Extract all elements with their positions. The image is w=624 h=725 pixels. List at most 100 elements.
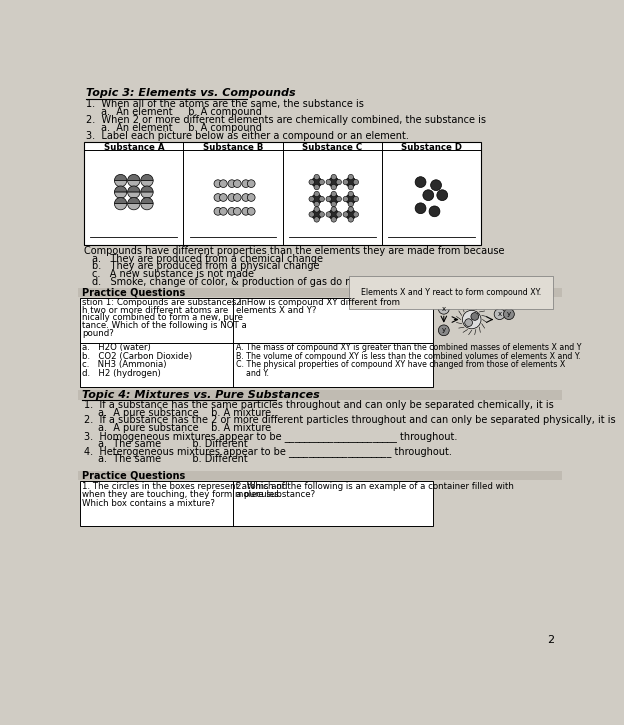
- Circle shape: [214, 194, 222, 202]
- Text: a.  The same          b. Different: a. The same b. Different: [98, 454, 248, 464]
- Circle shape: [326, 196, 331, 202]
- Text: a pure substance?: a pure substance?: [236, 490, 315, 500]
- Wedge shape: [127, 204, 140, 210]
- Circle shape: [311, 194, 322, 204]
- Wedge shape: [141, 192, 153, 198]
- Text: Compounds have different properties than the elements they are made from because: Compounds have different properties than…: [84, 246, 505, 256]
- Text: d.   Smoke, change of color, & production of gas do not occur during the process: d. Smoke, change of color, & production …: [92, 277, 485, 287]
- Circle shape: [331, 217, 336, 222]
- Circle shape: [331, 184, 336, 190]
- Text: 3.  Label each picture below as either a compound or an element.: 3. Label each picture below as either a …: [85, 131, 409, 141]
- Circle shape: [329, 194, 339, 204]
- Text: B. The volume of compound XY is less than the combined volumes of elements X and: B. The volume of compound XY is less tha…: [236, 352, 580, 361]
- Text: Practice Questions: Practice Questions: [82, 288, 185, 298]
- Circle shape: [346, 194, 356, 204]
- Text: x: x: [442, 306, 446, 312]
- Circle shape: [348, 202, 354, 207]
- Wedge shape: [114, 175, 127, 181]
- Text: 2.  When 2 or more different elements are chemically combined, the substance is: 2. When 2 or more different elements are…: [85, 115, 485, 125]
- Text: a.  An element     b. A compound: a. An element b. A compound: [101, 123, 262, 133]
- Circle shape: [242, 194, 250, 202]
- Circle shape: [311, 210, 322, 220]
- Circle shape: [336, 179, 341, 185]
- Text: x: x: [497, 311, 502, 317]
- Wedge shape: [114, 204, 127, 210]
- Circle shape: [319, 179, 324, 185]
- Circle shape: [319, 196, 324, 202]
- Text: 3.  Homogeneous mixtures appear to be _______________________ throughout.: 3. Homogeneous mixtures appear to be ___…: [84, 431, 457, 442]
- Text: Substance C: Substance C: [302, 143, 363, 152]
- Wedge shape: [141, 181, 153, 187]
- Circle shape: [415, 177, 426, 188]
- Text: Substance A: Substance A: [104, 143, 164, 152]
- Text: 1. The circles in the boxes represent atoms and: 1. The circles in the boxes represent at…: [82, 482, 288, 491]
- Circle shape: [343, 179, 348, 185]
- FancyBboxPatch shape: [79, 298, 433, 343]
- Text: stion 1: Compounds are substances in: stion 1: Compounds are substances in: [82, 298, 247, 307]
- Circle shape: [429, 206, 440, 217]
- Text: Substance D: Substance D: [401, 143, 462, 152]
- FancyBboxPatch shape: [79, 343, 433, 387]
- Circle shape: [228, 180, 236, 188]
- Circle shape: [247, 207, 255, 215]
- Circle shape: [228, 207, 236, 215]
- Circle shape: [309, 212, 314, 217]
- Circle shape: [309, 196, 314, 202]
- Wedge shape: [114, 192, 127, 198]
- Circle shape: [247, 180, 255, 188]
- Circle shape: [233, 194, 241, 202]
- Text: 2: 2: [547, 635, 554, 645]
- Circle shape: [471, 312, 479, 320]
- Circle shape: [439, 325, 449, 336]
- Circle shape: [504, 309, 514, 320]
- Text: a.   H2O (water): a. H2O (water): [82, 344, 150, 352]
- Circle shape: [220, 194, 227, 202]
- Text: 2. How is compound XY different from: 2. How is compound XY different from: [236, 298, 400, 307]
- Circle shape: [336, 212, 341, 217]
- Wedge shape: [141, 204, 153, 210]
- Circle shape: [247, 194, 255, 202]
- Circle shape: [314, 207, 319, 212]
- Text: Topic 4: Mixtures vs. Pure Substances: Topic 4: Mixtures vs. Pure Substances: [82, 390, 319, 400]
- Text: y: y: [442, 327, 446, 334]
- Circle shape: [242, 180, 250, 188]
- Text: 4.  Heterogeneous mixtures appear to be _____________________ throughout.: 4. Heterogeneous mixtures appear to be _…: [84, 447, 452, 457]
- Circle shape: [228, 194, 236, 202]
- Text: when they are touching, they form molecules.: when they are touching, they form molecu…: [82, 490, 281, 500]
- Text: C. The physical properties of compound XY have changed from those of elements X: C. The physical properties of compound X…: [236, 360, 565, 369]
- Circle shape: [311, 177, 322, 187]
- Text: tance. Which of the following is NOT a: tance. Which of the following is NOT a: [82, 321, 246, 330]
- Text: 2. Which of the following is an example of a container filled with: 2. Which of the following is an example …: [236, 482, 514, 491]
- Text: b.   CO2 (Carbon Dioxide): b. CO2 (Carbon Dioxide): [82, 352, 192, 361]
- Wedge shape: [127, 197, 140, 204]
- Wedge shape: [114, 181, 127, 187]
- Text: a.  A pure substance    b. A mixture: a. A pure substance b. A mixture: [98, 407, 271, 418]
- Circle shape: [348, 191, 354, 196]
- Wedge shape: [127, 181, 140, 187]
- Circle shape: [348, 207, 354, 212]
- Circle shape: [465, 319, 472, 326]
- Text: and Y.: and Y.: [236, 369, 269, 378]
- Circle shape: [309, 179, 314, 185]
- Circle shape: [319, 212, 324, 217]
- Text: c.   A new substance is not made: c. A new substance is not made: [92, 269, 254, 279]
- Circle shape: [331, 191, 336, 196]
- Text: Which box contains a mixture?: Which box contains a mixture?: [82, 499, 215, 508]
- Circle shape: [437, 190, 447, 201]
- Circle shape: [331, 202, 336, 207]
- Circle shape: [348, 175, 354, 180]
- Circle shape: [220, 207, 227, 215]
- Text: y: y: [507, 311, 511, 317]
- Text: a.  An element     b. A compound: a. An element b. A compound: [101, 107, 262, 117]
- FancyBboxPatch shape: [79, 481, 433, 526]
- Circle shape: [348, 217, 354, 222]
- Wedge shape: [127, 186, 140, 192]
- Circle shape: [343, 196, 348, 202]
- Circle shape: [462, 310, 481, 328]
- Circle shape: [353, 179, 359, 185]
- Circle shape: [336, 196, 341, 202]
- Text: Substance B: Substance B: [203, 143, 263, 152]
- Text: b.   They are produced from a physical change: b. They are produced from a physical cha…: [92, 262, 319, 271]
- Text: Practice Questions: Practice Questions: [82, 471, 185, 481]
- Circle shape: [494, 309, 505, 320]
